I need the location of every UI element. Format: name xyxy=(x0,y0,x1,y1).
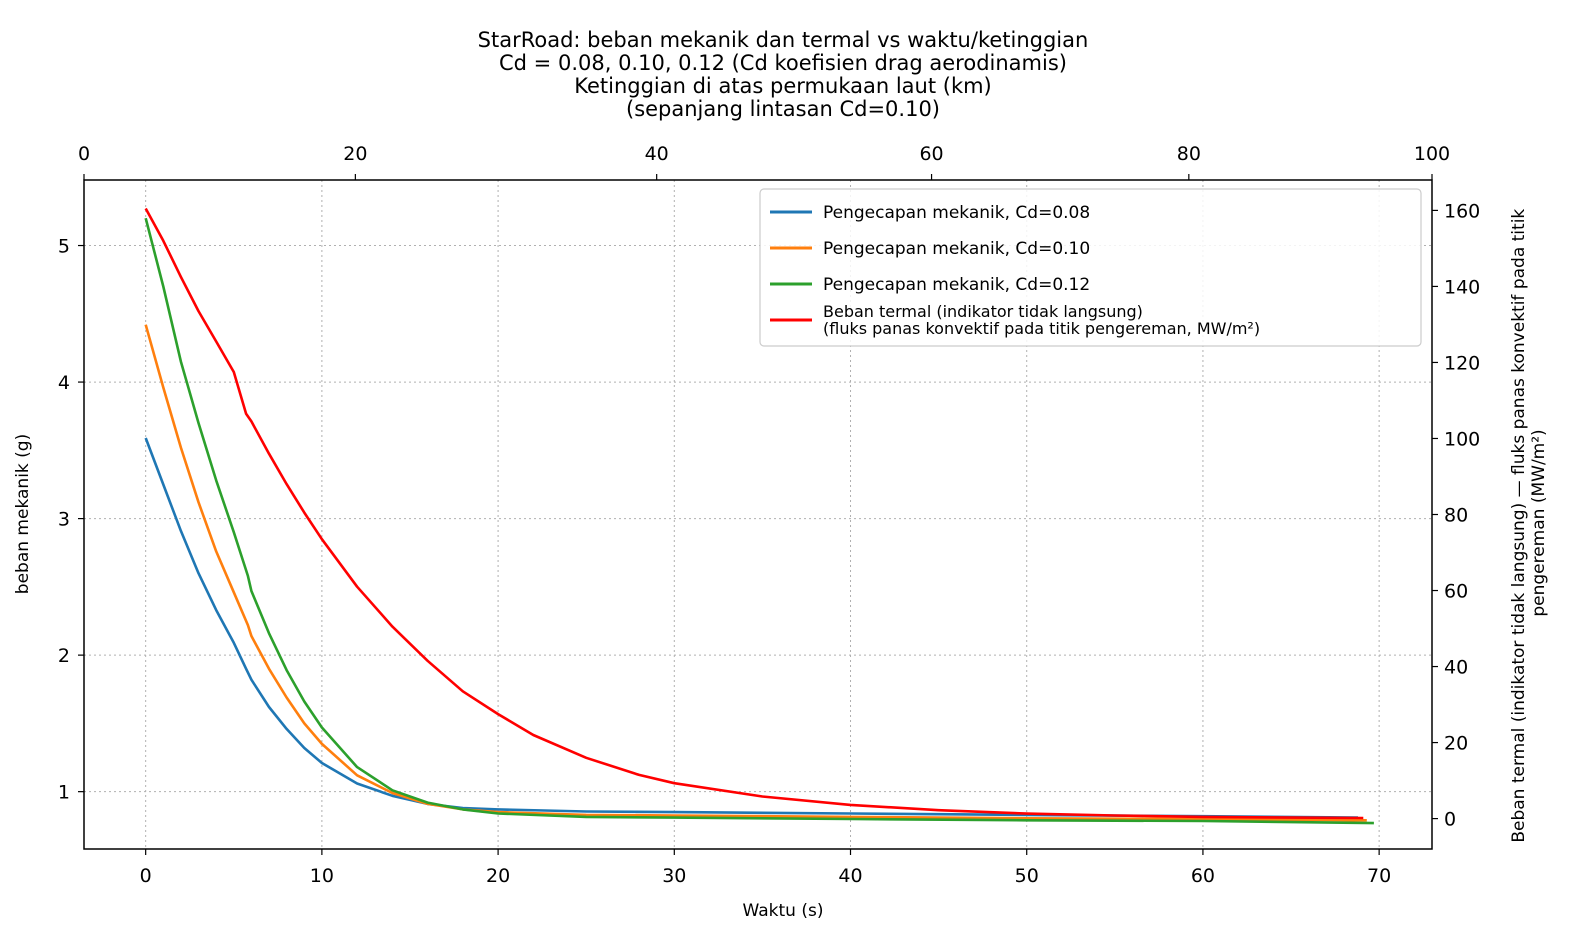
legend-label: Pengecapan mekanik, Cd=0.10 xyxy=(823,239,1090,259)
y-tick-label: 2 xyxy=(58,645,70,667)
y2-axis-label-line-2: pengereman (MW/m²) xyxy=(1529,429,1549,616)
legend-label: Beban termal (indikator tidak langsung) xyxy=(823,302,1143,321)
legend: Pengecapan mekanik, Cd=0.08 Pengecapan me… xyxy=(759,188,1422,347)
plot-series xyxy=(144,207,1374,825)
x-tick-label: 50 xyxy=(1015,865,1039,887)
x-tick-label: 0 xyxy=(140,865,152,887)
series-line-3 xyxy=(144,217,1374,825)
top-tick-label: 0 xyxy=(78,143,90,165)
legend-label: Pengecapan mekanik, Cd=0.08 xyxy=(823,203,1090,223)
y2-tick-label: 60 xyxy=(1444,581,1468,603)
top-tick-label: 20 xyxy=(343,143,367,165)
top-tick-label: 40 xyxy=(645,143,669,165)
legend-box xyxy=(759,188,1422,347)
x-tick-label: 30 xyxy=(662,865,686,887)
series-line-4 xyxy=(144,207,1364,820)
y-tick-label: 4 xyxy=(58,372,70,394)
y2-tick-label: 140 xyxy=(1444,276,1480,298)
y-axis-label: beban mekanik (g) xyxy=(13,434,33,594)
y2-tick-label: 100 xyxy=(1444,428,1480,450)
y2-tick-label: 20 xyxy=(1444,733,1468,755)
title-line-2: Cd = 0.08, 0.10, 0.12 (Cd koefisien drag… xyxy=(499,51,1067,75)
x-axis: 0 10 20 30 40 50 60 70 xyxy=(140,849,1391,887)
y-tick-label: 5 xyxy=(58,236,70,258)
chart-title: StarRoad: beban mekanik dan termal vs wa… xyxy=(478,28,1089,121)
y2-axis-label: Beban termal (indikator tidak langsung) … xyxy=(1509,203,1549,842)
title-line-3: Ketinggian di atas permukaan laut (km) xyxy=(574,74,992,98)
y-axis-right: 0 20 40 60 80 100 120 140 160 xyxy=(1432,200,1480,831)
legend-label: (fluks panas konvektif pada titik penger… xyxy=(823,319,1260,338)
legend-label: Pengecapan mekanik, Cd=0.12 xyxy=(823,275,1090,295)
x-tick-label: 60 xyxy=(1191,865,1215,887)
y2-tick-label: 120 xyxy=(1444,352,1480,374)
title-line-4: (sepanjang lintasan Cd=0.10) xyxy=(626,97,940,121)
y-tick-label: 1 xyxy=(58,782,70,804)
y-axis-left: 1 2 3 4 5 xyxy=(58,236,84,804)
x-tick-label: 20 xyxy=(486,865,510,887)
x-axis-top: 0 20 40 60 80 100 xyxy=(78,143,1450,180)
y2-tick-label: 40 xyxy=(1444,657,1468,679)
x-tick-label: 40 xyxy=(838,865,862,887)
y2-axis-label-line-1: Beban termal (indikator tidak langsung) … xyxy=(1509,209,1529,843)
x-tick-label: 70 xyxy=(1367,865,1391,887)
y-tick-label: 3 xyxy=(58,509,70,531)
x-axis-label: Waktu (s) xyxy=(743,901,824,921)
y2-tick-label: 160 xyxy=(1444,200,1480,222)
top-tick-label: 80 xyxy=(1177,143,1201,165)
series-line-2 xyxy=(144,324,1367,822)
y2-tick-label: 0 xyxy=(1444,809,1456,831)
series-line-1 xyxy=(144,437,1359,819)
title-line-1: StarRoad: beban mekanik dan termal vs wa… xyxy=(478,28,1089,52)
top-tick-label: 60 xyxy=(919,143,943,165)
top-tick-label: 100 xyxy=(1414,143,1450,165)
x-tick-label: 10 xyxy=(310,865,334,887)
y2-tick-label: 80 xyxy=(1444,505,1468,527)
